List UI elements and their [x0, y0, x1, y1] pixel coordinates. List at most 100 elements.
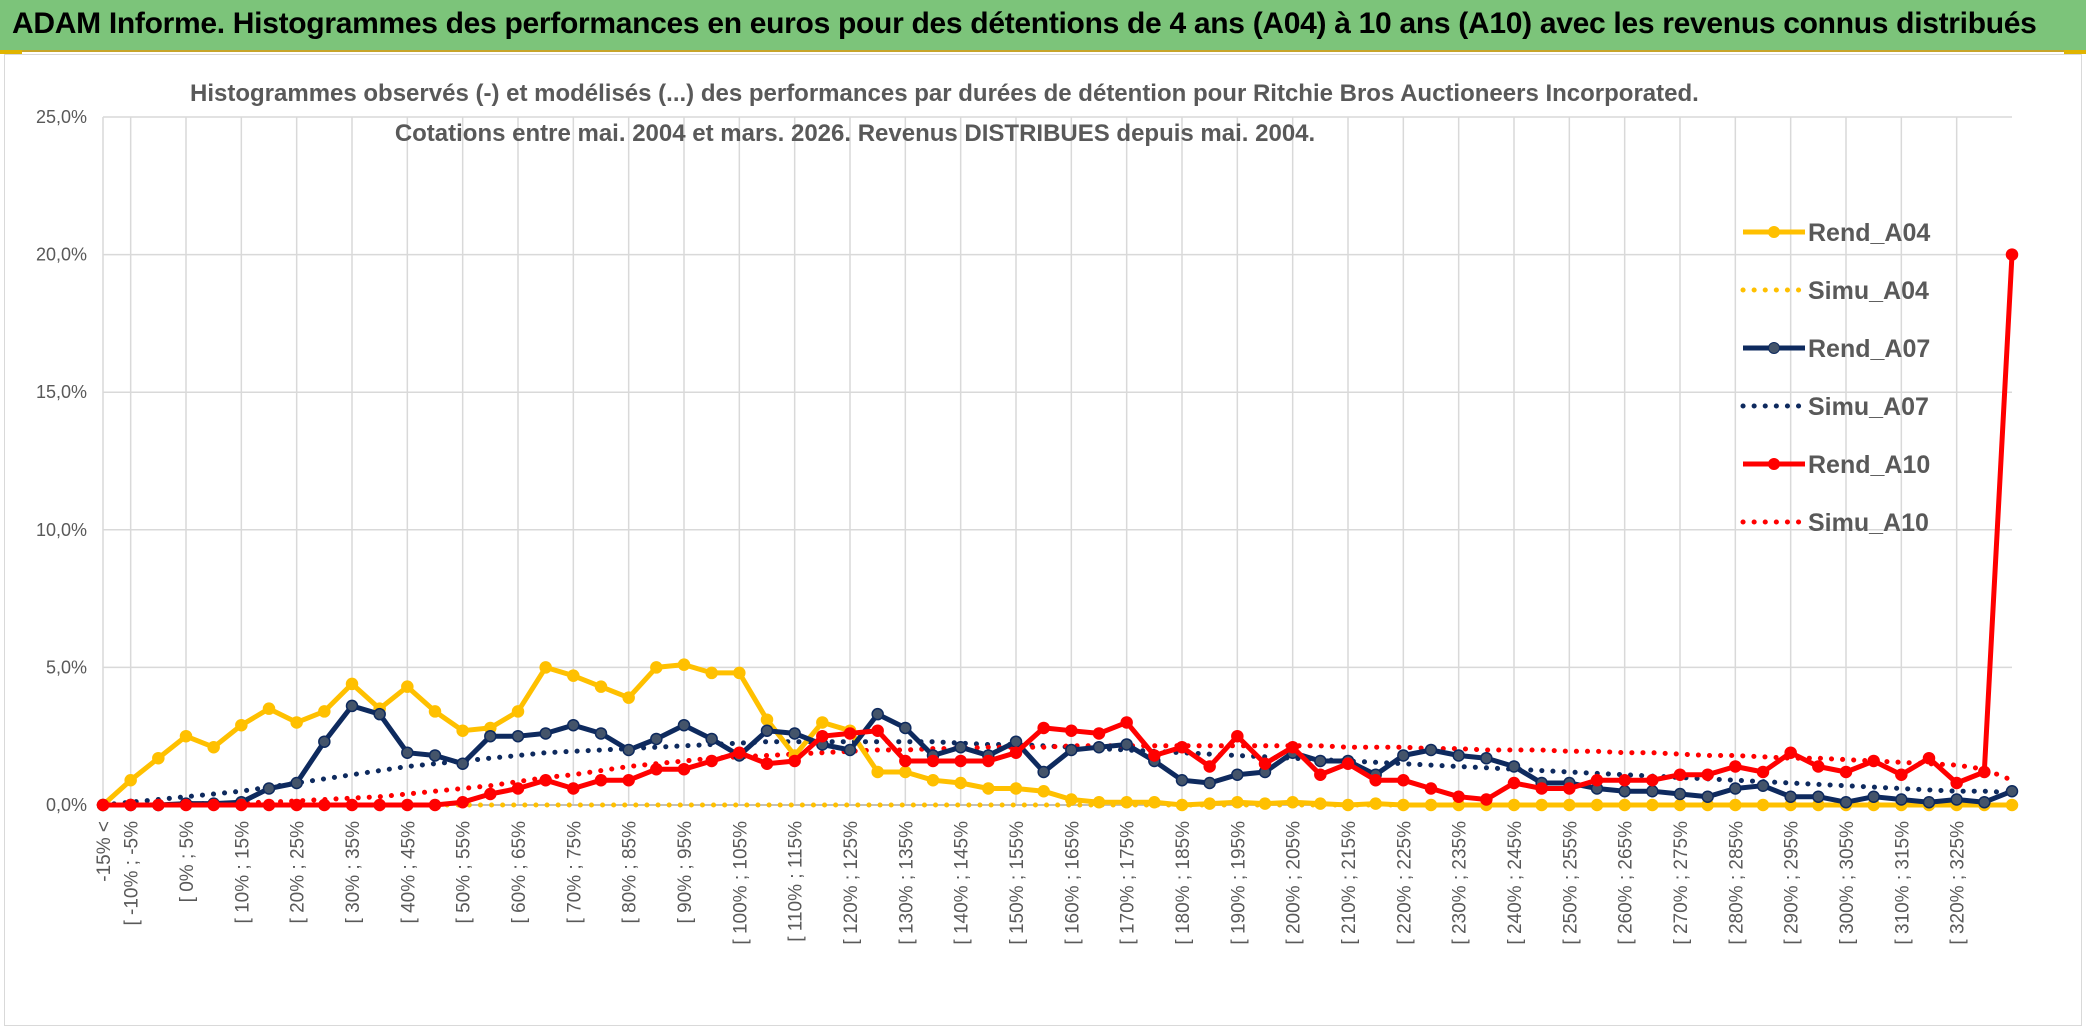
x-tick-label: [ 230% ; 235%: [1450, 821, 1471, 945]
data-point-rend-a04: [1009, 782, 1023, 795]
legend-label-simu-a07: Simu_A07: [1808, 393, 1929, 421]
data-point-rend-a10: [1092, 727, 1106, 740]
data-point-rend-a07: [262, 782, 276, 795]
x-tick-label: [ 0% ; 5%: [177, 821, 198, 902]
chart-subtitle: Cotations entre mai. 2004 et mars. 2026.…: [394, 120, 1316, 147]
x-tick-label: [ 190% ; 195%: [1228, 821, 1249, 945]
data-point-rend-a10: [1480, 793, 1493, 806]
data-point-rend-a04: [622, 691, 635, 704]
data-point-rend-a10: [1812, 760, 1825, 773]
data-point-rend-a04: [401, 680, 414, 693]
data-point-rend-a07: [1673, 787, 1687, 801]
data-point-rend-a07: [677, 718, 691, 732]
data-point-rend-a07: [760, 724, 774, 737]
data-point-rend-a07: [622, 743, 635, 757]
data-point-rend-a04: [1258, 797, 1272, 810]
data-point-rend-a04: [705, 666, 718, 680]
legend-label-rend-a10: Rend_A10: [1808, 451, 1930, 479]
data-point-rend-a10: [207, 798, 220, 812]
data-point-rend-a10: [1148, 749, 1161, 762]
data-point-rend-a04: [262, 702, 276, 715]
x-tick-label: [ 110% ; 115%: [786, 821, 807, 942]
data-point-rend-a04: [345, 677, 359, 691]
data-point-rend-a07: [899, 721, 912, 735]
data-point-rend-a10: [760, 757, 774, 770]
data-point-rend-a10: [1839, 765, 1853, 779]
data-point-rend-a04: [1120, 795, 1133, 809]
data-point-rend-a10: [1590, 773, 1604, 787]
data-point-rend-a10: [1037, 721, 1050, 735]
data-point-rend-a10: [1065, 724, 1078, 737]
data-point-rend-a10: [1120, 716, 1133, 729]
data-point-rend-a04: [1203, 797, 1216, 810]
data-point-rend-a10: [1646, 773, 1659, 787]
data-point-rend-a07: [954, 740, 967, 754]
data-point-rend-a04: [318, 705, 331, 718]
data-point-rend-a10: [650, 762, 663, 776]
legend-label-simu-a04: Simu_A04: [1808, 277, 1929, 305]
data-point-rend-a07: [456, 757, 469, 770]
data-point-rend-a04: [1037, 784, 1050, 798]
data-point-rend-a04: [1065, 793, 1078, 806]
y-tick-label: 15,0%: [36, 382, 87, 402]
data-point-rend-a07: [1867, 790, 1880, 803]
chart-frame: [4, 54, 2082, 1026]
data-point-rend-a10: [456, 795, 469, 809]
x-axis-ticks: -15% < [ -10% ; -5% [ 0% ; 5% [ 10% ; 15% [ …: [94, 821, 1969, 945]
data-point-rend-a10: [926, 754, 940, 768]
data-point-rend-a04: [1535, 798, 1548, 812]
data-point-rend-a10: [1203, 760, 1216, 773]
data-point-rend-a04: [567, 669, 580, 682]
x-tick-label: [ 10% ; 15%: [232, 821, 253, 924]
data-point-rend-a07: [1756, 779, 1770, 792]
data-point-rend-a04: [1314, 797, 1327, 810]
data-point-rend-a10: [843, 727, 857, 740]
data-point-rend-a04: [207, 740, 220, 754]
data-point-rend-a10: [1729, 760, 1742, 773]
data-point-rend-a10: [1867, 754, 1880, 768]
x-tick-label: [ 250% ; 255%: [1560, 821, 1581, 945]
x-tick-label: [ 30% ; 35%: [343, 821, 364, 924]
grid-lines: [102, 116, 2012, 806]
data-point-rend-a04: [1175, 798, 1189, 812]
data-point-rend-a10: [816, 729, 829, 743]
data-point-rend-a04: [428, 705, 442, 718]
data-point-rend-a07: [1618, 784, 1631, 798]
x-tick-label: [ 260% ; 265%: [1616, 821, 1637, 945]
data-point-rend-a04: [1507, 798, 1521, 812]
data-point-rend-a04: [1590, 798, 1604, 812]
data-point-rend-a07: [2005, 784, 2019, 798]
series-line-simu-a07: [100, 739, 2015, 808]
data-point-rend-a07: [1452, 749, 1465, 762]
data-point-rend-a07: [871, 707, 884, 721]
data-point-rend-a10: [705, 754, 718, 768]
data-point-rend-a10: [622, 773, 635, 787]
data-point-rend-a07: [1784, 790, 1797, 803]
data-point-rend-a07: [567, 718, 580, 732]
data-point-rend-a07: [1507, 760, 1521, 773]
data-point-rend-a07: [1397, 749, 1410, 762]
data-point-rend-a10: [179, 798, 193, 812]
data-point-rend-a04: [235, 718, 248, 732]
data-point-rend-a10: [1397, 773, 1410, 787]
data-point-rend-a04: [179, 729, 193, 743]
data-point-rend-a07: [1231, 768, 1244, 781]
data-point-rend-a10: [594, 773, 608, 787]
data-point-rend-a04: [290, 716, 303, 729]
data-point-rend-a04: [1756, 798, 1770, 812]
legend-marker-rend-a10: [1768, 458, 1780, 470]
data-point-rend-a10: [1314, 768, 1327, 781]
data-point-rend-a07: [1701, 790, 1714, 803]
data-point-rend-a04: [1148, 795, 1161, 809]
x-tick-label: [ 200% ; 205%: [1284, 821, 1305, 945]
x-tick-label: [ 40% ; 45%: [398, 821, 419, 924]
data-point-rend-a04: [1424, 798, 1438, 812]
x-tick-label: [ 150% ; 155%: [1007, 821, 1028, 945]
data-point-rend-a10: [1369, 773, 1382, 787]
x-tick-label: [ 100% ; 105%: [730, 821, 751, 945]
data-point-rend-a07: [539, 727, 552, 740]
legend: Rend_A04 Simu_A04 Rend_A07 Simu_A07 Rend_A10…: [1740, 219, 1930, 537]
data-point-rend-a04: [954, 776, 967, 790]
data-point-rend-a10: [1563, 782, 1576, 795]
